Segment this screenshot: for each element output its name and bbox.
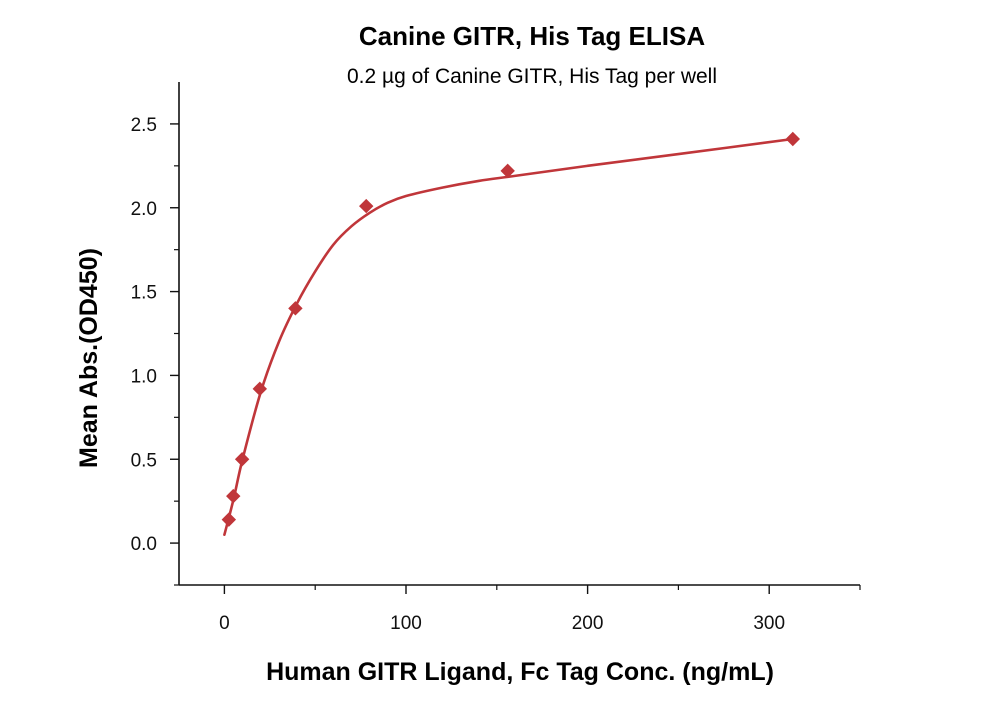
x-tick-label: 100 (390, 613, 422, 634)
data-points (221, 131, 801, 527)
data-point-diamond (288, 301, 303, 316)
data-point-diamond (234, 452, 250, 467)
y-tick-label: 0.5 (131, 450, 157, 471)
data-point-diamond (252, 381, 268, 397)
y-axis-title: Mean Abs.(OD450) (75, 248, 103, 468)
y-tick-label: 0.0 (131, 534, 157, 555)
x-tick-label: 300 (753, 613, 785, 634)
y-tick-label: 2.5 (131, 115, 157, 136)
data-point-diamond (500, 163, 515, 179)
fit-curve-line (223, 137, 795, 536)
data-point-diamond (221, 512, 237, 527)
x-tick-label: 200 (572, 613, 604, 634)
axes: 0.0 0.5 1.0 1.5 2.0 2.5 0 100 200 300 (131, 82, 861, 634)
chart-subtitle: 0.2 µg of Canine GITR, His Tag per well (347, 65, 717, 88)
data-point-diamond (359, 198, 374, 214)
fit-curve-group (223, 137, 795, 536)
x-tick-label: 0 (219, 613, 230, 634)
chart-title: Canine GITR, His Tag ELISA (359, 21, 705, 51)
data-point-diamond (785, 131, 801, 147)
data-point-diamond (226, 488, 241, 504)
y-tick-label: 1.0 (131, 366, 157, 387)
y-tick-label: 1.5 (131, 283, 157, 304)
x-axis-title: Human GITR Ligand, Fc Tag Conc. (ng/mL) (266, 658, 774, 686)
y-tick-label: 2.0 (131, 199, 157, 220)
